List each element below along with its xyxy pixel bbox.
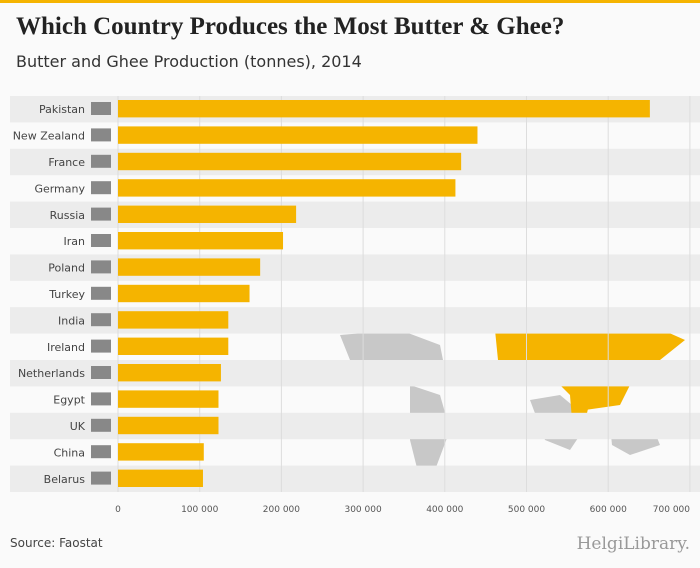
- flag-icon: [91, 207, 111, 221]
- flag-icon: [91, 286, 111, 300]
- category-label: UK: [70, 420, 86, 433]
- flag-icon: [91, 313, 111, 327]
- x-tick-label: 200 000: [263, 505, 300, 515]
- flag-icon: [91, 154, 111, 168]
- flag-icon: [91, 260, 111, 274]
- bar-russia: [118, 205, 297, 223]
- x-tick-label: 600 000: [590, 505, 627, 515]
- category-label: France: [48, 156, 85, 169]
- row-stripe: [10, 360, 700, 387]
- bar-new-zealand: [118, 126, 478, 144]
- flag-icon: [91, 128, 111, 142]
- bar-egypt: [118, 390, 219, 408]
- bar-ireland: [118, 337, 229, 355]
- bar-india: [118, 311, 229, 329]
- category-label: Belarus: [44, 473, 86, 486]
- bar-netherlands: [118, 364, 221, 382]
- x-tick-label: 100 000: [181, 505, 218, 515]
- bar-poland: [118, 258, 261, 276]
- category-label: Netherlands: [18, 367, 85, 380]
- helgilibrary-logo: HelgiLibrary.: [576, 534, 690, 554]
- row-stripe: [10, 254, 700, 281]
- x-tick-label: 500 000: [508, 505, 545, 515]
- x-tick-label: 400 000: [426, 505, 463, 515]
- category-label: Ireland: [47, 341, 85, 354]
- flag-icon: [91, 234, 111, 247]
- flag-icon: [91, 471, 111, 485]
- category-label: Turkey: [48, 288, 85, 301]
- row-stripe: [10, 307, 700, 334]
- category-label: Egypt: [53, 394, 85, 407]
- chart-subtitle: Butter and Ghee Production (tonnes), 201…: [16, 52, 362, 71]
- bar-belarus: [118, 469, 203, 487]
- bar-germany: [118, 179, 456, 197]
- category-label: Iran: [64, 235, 86, 248]
- flag-icon: [91, 418, 111, 432]
- bar-turkey: [118, 284, 250, 303]
- category-label: Poland: [48, 262, 85, 275]
- flag-icon: [91, 181, 111, 195]
- top-accent-bar: [0, 0, 700, 3]
- bar-china: [118, 443, 204, 461]
- flag-icon: [91, 445, 111, 459]
- category-label: New Zealand: [13, 130, 85, 143]
- bar-uk: [118, 416, 219, 435]
- row-stripe: [10, 412, 700, 440]
- source-note: Source: Faostat: [10, 536, 103, 550]
- bar-france: [118, 152, 462, 171]
- row-stripe: [10, 201, 700, 228]
- flag-icon: [91, 392, 111, 406]
- bar-iran: [118, 232, 284, 250]
- category-label: Pakistan: [39, 103, 85, 116]
- flag-icon: [91, 102, 111, 115]
- x-tick-label: 300 000: [344, 505, 381, 515]
- category-label: Russia: [50, 209, 85, 222]
- row-stripe: [10, 465, 700, 492]
- bar-pakistan: [118, 100, 650, 118]
- chart-title: Which Country Produces the Most Butter &…: [16, 13, 565, 40]
- category-label: India: [58, 314, 85, 327]
- flag-icon: [91, 366, 111, 379]
- flag-icon: [91, 339, 111, 353]
- x-tick-label: 700 000: [653, 505, 690, 515]
- category-label: Germany: [34, 182, 85, 195]
- category-label: China: [54, 446, 85, 459]
- x-tick-label: 0: [115, 505, 121, 515]
